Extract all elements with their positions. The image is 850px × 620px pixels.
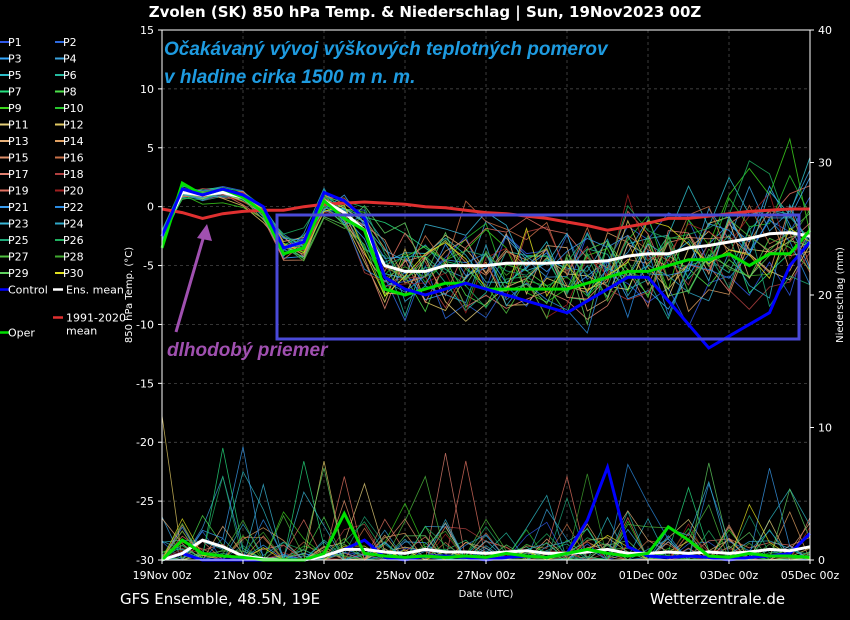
y-tick-label-left: -5 [143, 260, 154, 273]
ensemble-member-precip [161, 476, 811, 561]
legend: P1 P2 P3 P4 P5 P6 P7 P8 P9 P10 P11 P12 P13 P14 P15 P16 P… [0, 36, 126, 340]
legend-label: P28 [63, 251, 84, 264]
x-tick-label: 01Dec 00z [619, 569, 678, 582]
legend-label: Ens. mean [66, 284, 124, 297]
y-tick-label-left: 5 [147, 142, 154, 155]
legend-label: P12 [63, 119, 84, 132]
y-tick-label-left: 15 [140, 24, 154, 37]
x-tick-label: 05Dec 00z [781, 569, 840, 582]
y-tick-label-left: 10 [140, 83, 154, 96]
legend-label: P5 [8, 69, 22, 82]
legend-label: P6 [63, 69, 77, 82]
y-tick-label-right: 40 [818, 24, 832, 37]
legend-label: P17 [8, 168, 29, 181]
model-info: GFS Ensemble, 48.5N, 19E [120, 590, 321, 608]
legend-label: P24 [63, 218, 84, 231]
legend-label: Oper [8, 327, 35, 340]
y-tick-label-right: 10 [818, 422, 832, 435]
legend-label: P23 [8, 218, 29, 231]
x-axis: 19Nov 00z 21Nov 00z 23Nov 00z 25Nov 00z 27No… [133, 560, 840, 582]
legend-label: P13 [8, 135, 29, 148]
x-tick-label: 27Nov 00z [457, 569, 516, 582]
y-tick-label-left: -20 [136, 436, 154, 449]
x-tick-label: 29Nov 00z [538, 569, 597, 582]
ensemble-member-precip [161, 480, 811, 562]
annotation-top-line-2: v hladine cirka 1500 m n. m. [164, 67, 415, 88]
legend-label: P16 [63, 152, 84, 165]
legend-label: P18 [63, 168, 84, 181]
legend-label: P30 [63, 267, 84, 280]
y-tick-label-right: 20 [818, 289, 832, 302]
ensemble-member-line [161, 185, 811, 297]
chart-title: Zvolen (SK) 850 hPa Temp. & Niederschlag… [148, 3, 702, 21]
legend-label: mean [66, 325, 97, 338]
legend-label: P8 [63, 86, 77, 99]
ensemble-member-precip [162, 463, 811, 561]
y-tick-label-left: -10 [136, 318, 154, 331]
y-axis-label-left: 850 hPa Temp. (°C) [124, 247, 135, 343]
highlight-box [275, 213, 801, 341]
legend-label: P11 [8, 119, 29, 132]
legend-label: P22 [63, 201, 84, 214]
legend-label: P1 [8, 36, 22, 49]
y-tick-label-left: -25 [136, 495, 154, 508]
y-tick-label-left: -15 [136, 377, 154, 390]
legend-label: P15 [8, 152, 29, 165]
legend-label: P3 [8, 53, 22, 66]
x-axis-label: Date (UTC) [459, 589, 514, 600]
x-tick-label: 21Nov 00z [214, 569, 273, 582]
legend-label: P20 [63, 185, 84, 198]
legend-label: Control [8, 284, 48, 297]
legend-label: P14 [63, 135, 84, 148]
legend-label: P19 [8, 185, 29, 198]
series-line-1991-2020-mean [161, 200, 810, 232]
legend-label: P10 [63, 102, 84, 115]
ensemble-member-line [161, 191, 811, 312]
y-tick-label-left: 0 [147, 201, 154, 214]
annotation-arrow [174, 224, 212, 333]
x-tick-label: 03Dec 00z [700, 569, 759, 582]
legend-label: P21 [8, 201, 29, 214]
y-tick-label-right: 0 [818, 554, 825, 567]
annotation-climate-mean: dlhodobý priemer [167, 340, 329, 361]
x-tick-label: 23Nov 00z [295, 569, 354, 582]
y-axis-left: 15 10 5 0 -5 -10 -15 -20 -25 -30 [136, 24, 162, 567]
legend-label: 1991-2020 [66, 312, 126, 325]
ensemble-member-precip [161, 523, 811, 561]
legend-label: P9 [8, 102, 22, 115]
y-tick-label-left: -30 [136, 554, 154, 567]
x-tick-label: 25Nov 00z [376, 569, 435, 582]
legend-label: P7 [8, 86, 22, 99]
x-tick-label: 19Nov 00z [133, 569, 192, 582]
source-credit: Wetterzentrale.de [650, 590, 786, 608]
legend-label: P25 [8, 234, 29, 247]
y-axis-right: 40 30 20 10 0 [810, 24, 832, 567]
legend-label: P26 [63, 234, 84, 247]
legend-label: P4 [63, 53, 77, 66]
annotation-top-line-1: Očakávaný vývoj výškových teplotných pom… [164, 39, 609, 60]
legend-label: P27 [8, 251, 29, 264]
y-axis-label-right: Niederschlag (mm) [835, 247, 846, 343]
legend-label: P2 [63, 36, 77, 49]
legend-label: P29 [8, 267, 29, 280]
ensemble-member-precip [161, 475, 811, 561]
y-tick-label-right: 30 [818, 157, 832, 170]
